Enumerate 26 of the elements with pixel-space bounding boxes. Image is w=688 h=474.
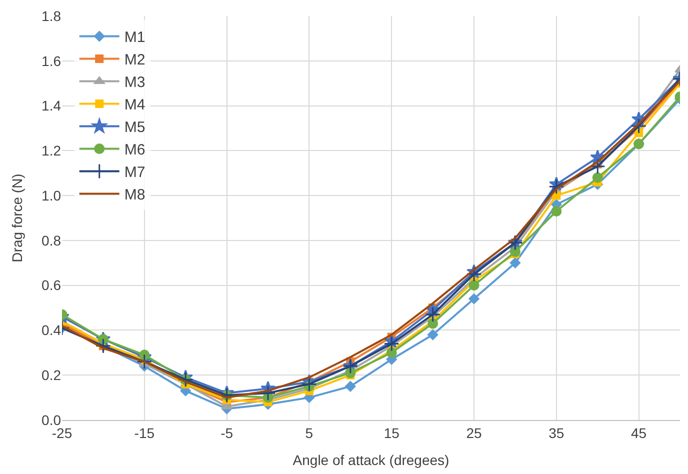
y-tick-label: 1.6	[42, 52, 62, 69]
y-tick-label: 1.4	[42, 98, 62, 114]
y-tick-label: 0.4	[42, 322, 62, 338]
x-tick-label: 45	[631, 424, 647, 441]
x-tick-label: 15	[384, 424, 400, 441]
y-tick-label: 1.2	[42, 142, 62, 159]
legend-label: M8	[124, 186, 146, 204]
y-tick-label: 0.6	[42, 277, 62, 294]
legend-label: M5	[124, 119, 146, 136]
legend-label: M7	[124, 164, 146, 182]
y-tick-label: 1.8	[42, 8, 62, 24]
y-tick-label: 1.0	[42, 187, 62, 204]
legend-label: M6	[124, 142, 146, 159]
x-tick-label: -5	[220, 424, 234, 441]
y-tick-label: 0.2	[42, 367, 62, 384]
legend-label: M2	[124, 52, 146, 69]
x-tick-label: 5	[305, 424, 314, 441]
y-tick-label: 0.8	[42, 232, 62, 248]
x-tick-label: -15	[134, 424, 155, 441]
y-axis-title: Drag force (N)	[9, 174, 26, 262]
legend-label: M1	[124, 29, 146, 46]
x-tick-label: 35	[548, 424, 564, 441]
x-axis-title: Angle of attack (dregees)	[292, 452, 450, 468]
legend-label: M3	[124, 74, 146, 92]
legend-label: M4	[124, 96, 146, 114]
x-tick-label: 25	[466, 424, 482, 441]
